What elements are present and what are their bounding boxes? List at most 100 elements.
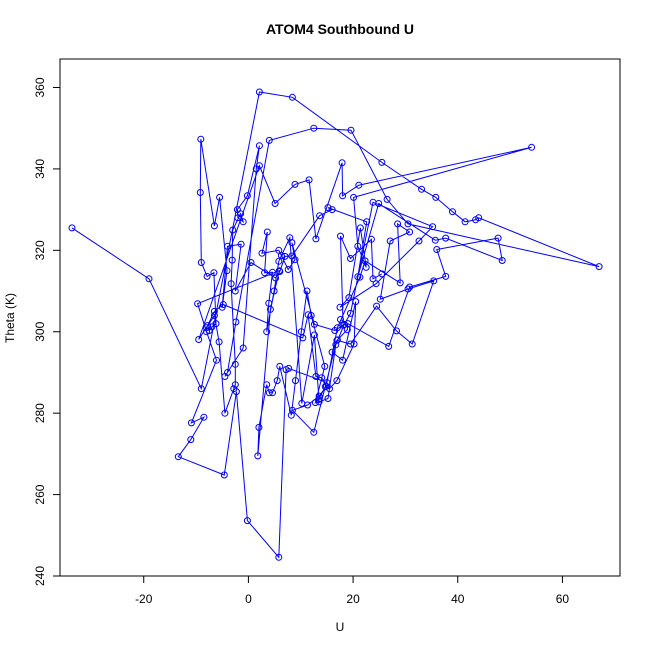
data-point	[237, 210, 245, 218]
data-point	[415, 237, 423, 245]
data-point	[200, 413, 208, 421]
data-point	[339, 356, 347, 364]
data-point	[345, 294, 353, 302]
data-point	[404, 285, 412, 293]
data-point	[323, 379, 331, 387]
data-point	[187, 419, 195, 427]
data-point	[324, 204, 332, 212]
data-point	[386, 237, 394, 245]
data-point	[224, 242, 231, 250]
data-point	[312, 373, 320, 380]
data-point	[376, 295, 384, 303]
data-point	[362, 263, 370, 271]
data-point	[216, 193, 224, 201]
data-point	[337, 316, 344, 323]
data-point	[315, 398, 323, 406]
data-point	[498, 257, 506, 264]
data-point	[369, 275, 377, 283]
data-point	[404, 220, 412, 228]
data-point	[263, 381, 271, 389]
data-point	[275, 257, 283, 265]
data-point	[210, 222, 218, 230]
data-point	[237, 240, 245, 248]
data-point	[304, 311, 312, 319]
data-point	[265, 136, 273, 144]
data-point	[328, 206, 336, 214]
data-point	[269, 389, 276, 397]
series-points-group	[68, 88, 603, 561]
data-point	[408, 340, 416, 348]
data-point	[288, 93, 296, 101]
data-point	[442, 234, 450, 242]
y-tick-label: 340	[33, 159, 47, 179]
data-point	[255, 162, 263, 170]
data-point	[277, 252, 285, 260]
data-point	[396, 279, 404, 287]
data-point	[367, 235, 375, 243]
data-point	[336, 303, 344, 311]
data-point	[378, 158, 386, 166]
data-point	[378, 270, 386, 278]
data-point	[197, 385, 205, 393]
data-point	[393, 327, 400, 335]
data-point	[297, 328, 305, 336]
data-point	[337, 232, 344, 240]
data-point	[333, 336, 341, 344]
data-point	[265, 299, 273, 307]
data-point	[307, 312, 315, 319]
data-point	[145, 275, 153, 283]
data-point	[298, 399, 306, 407]
data-point	[272, 274, 280, 282]
data-point	[239, 218, 247, 226]
y-axis: 240 260 280 300 320 340 360	[33, 77, 60, 586]
data-point	[331, 327, 339, 334]
chart-title: ATOM4 Southbound U	[266, 21, 414, 37]
data-point	[231, 287, 239, 295]
data-point	[210, 307, 218, 315]
x-tick-label: 60	[556, 592, 570, 606]
series-line	[71, 91, 600, 559]
data-point	[299, 334, 307, 342]
data-point	[243, 517, 251, 525]
data-point	[275, 267, 283, 275]
data-point	[219, 301, 227, 308]
data-point	[232, 388, 240, 396]
data-point	[322, 382, 330, 390]
data-point	[430, 277, 438, 285]
y-tick-label: 320	[33, 240, 47, 260]
data-point	[332, 341, 340, 349]
data-point	[354, 242, 362, 250]
data-point	[210, 269, 218, 277]
data-point	[288, 239, 296, 247]
data-point	[383, 195, 391, 203]
data-point	[271, 200, 279, 207]
data-point	[197, 135, 205, 143]
data-point	[303, 287, 311, 295]
data-point	[269, 268, 276, 276]
data-point	[285, 364, 293, 372]
data-point	[187, 436, 195, 444]
data-point	[310, 320, 318, 328]
data-point	[247, 259, 255, 266]
data-point	[339, 321, 347, 329]
data-point	[265, 389, 273, 397]
data-point	[258, 249, 266, 257]
data-point	[68, 224, 76, 232]
data-point	[291, 256, 299, 264]
series-line-group	[71, 91, 600, 559]
data-point	[324, 395, 332, 402]
data-point	[261, 269, 269, 277]
data-point	[350, 193, 358, 201]
data-point	[373, 302, 381, 310]
data-point	[312, 235, 320, 243]
data-point	[347, 340, 354, 348]
data-point	[433, 246, 441, 253]
data-point	[385, 342, 393, 350]
data-point	[287, 411, 295, 419]
data-point	[254, 452, 262, 460]
data-point	[229, 226, 237, 234]
y-tick-label: 280	[33, 403, 47, 423]
data-point	[220, 471, 228, 479]
data-point	[339, 192, 347, 200]
data-point	[281, 252, 289, 260]
